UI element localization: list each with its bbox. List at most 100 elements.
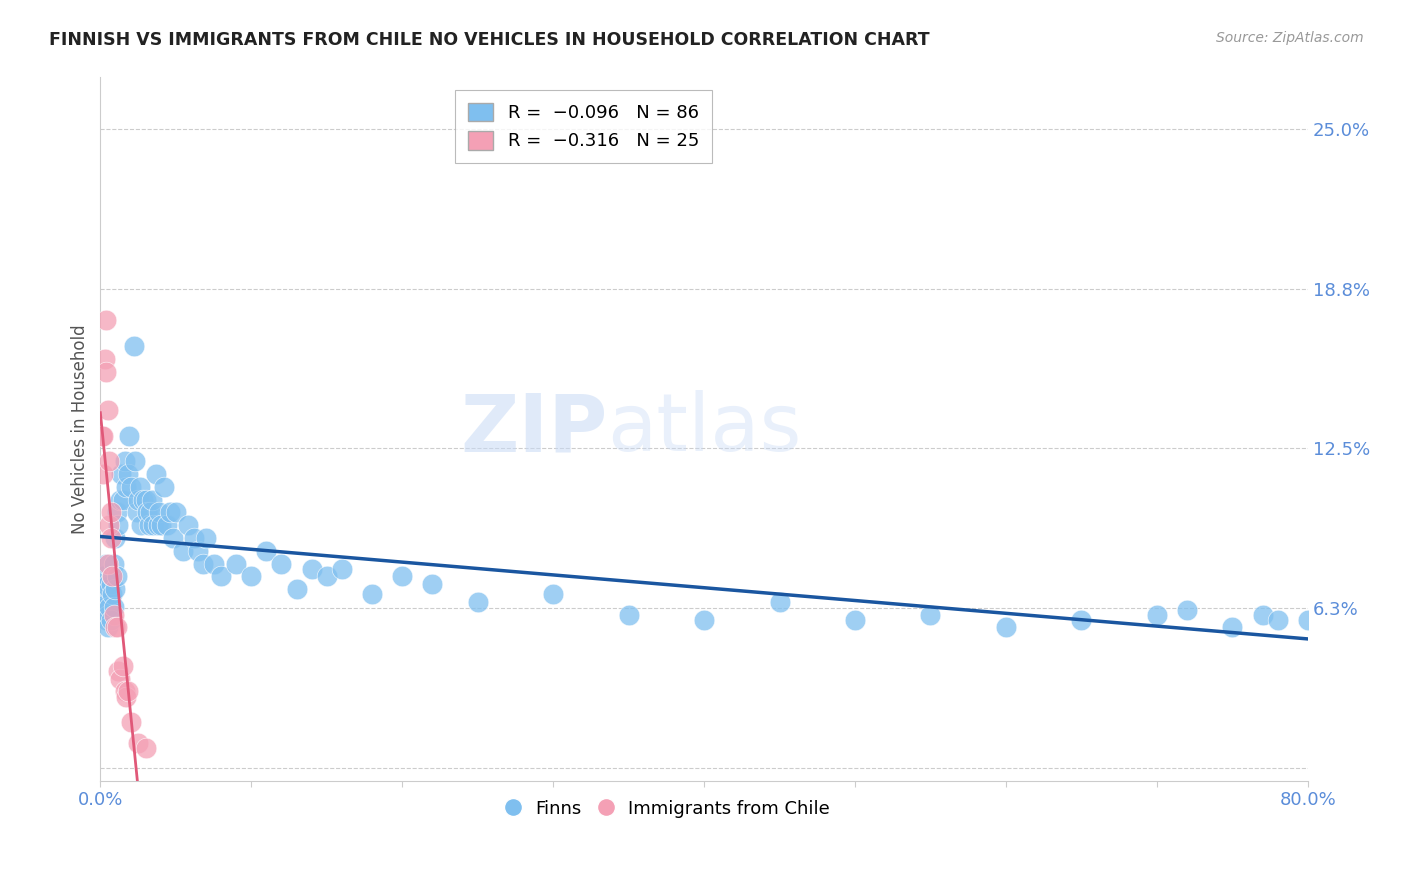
Point (467, 595, 489, 609)
Point (391, 569, 413, 583)
Point (541, 587, 564, 601)
Point (96, 557, 118, 571)
Point (135, 740, 157, 755)
Point (96, 365, 118, 379)
Point (107, 664, 129, 678)
Point (146, 518, 169, 533)
Point (135, 492, 157, 507)
Point (100, 505, 122, 519)
Point (315, 569, 337, 583)
Point (177, 518, 200, 533)
Point (128, 480, 150, 494)
Point (209, 569, 232, 583)
Text: ZIP: ZIP (460, 390, 607, 468)
Point (1146, 607, 1168, 622)
Point (1251, 607, 1274, 622)
Point (138, 518, 160, 533)
Point (97, 557, 120, 571)
Point (98, 582, 121, 596)
Point (98, 600, 121, 615)
Point (98, 518, 121, 533)
Point (111, 658, 134, 673)
Y-axis label: No Vehicles in Household: No Vehicles in Household (72, 325, 89, 534)
Point (191, 557, 214, 571)
Point (1070, 613, 1092, 627)
Point (617, 607, 640, 622)
Point (103, 600, 125, 615)
Point (96, 613, 118, 627)
Point (107, 518, 129, 533)
Point (115, 480, 138, 494)
Point (127, 492, 149, 507)
Point (105, 505, 128, 519)
Point (100, 577, 122, 591)
Point (110, 467, 132, 481)
Point (94, 600, 117, 615)
Point (422, 577, 444, 591)
Point (183, 531, 205, 545)
Point (127, 736, 149, 750)
Point (187, 543, 209, 558)
Point (124, 454, 146, 468)
Point (93, 428, 115, 442)
Point (117, 467, 139, 481)
Point (145, 467, 167, 481)
Point (152, 480, 174, 494)
Point (165, 505, 187, 519)
Point (97, 403, 120, 417)
Point (97, 577, 120, 591)
Point (97, 595, 120, 609)
Point (148, 505, 170, 519)
Legend: Finns, Immigrants from Chile: Finns, Immigrants from Chile (499, 792, 837, 825)
Point (195, 531, 218, 545)
Point (172, 543, 194, 558)
Point (122, 339, 145, 353)
Point (131, 492, 153, 507)
Point (120, 480, 142, 494)
Point (142, 518, 165, 533)
Point (129, 518, 152, 533)
Point (103, 557, 125, 571)
Point (117, 684, 139, 698)
Point (108, 492, 131, 507)
Point (994, 620, 1017, 634)
Point (104, 531, 127, 545)
Point (101, 569, 124, 583)
Point (111, 492, 134, 507)
Point (136, 505, 159, 519)
Point (125, 505, 148, 519)
Point (361, 587, 384, 601)
Point (149, 518, 172, 533)
Point (93, 569, 115, 583)
Point (1267, 613, 1289, 627)
Point (100, 613, 122, 627)
Point (920, 607, 942, 622)
Point (105, 569, 128, 583)
Text: atlas: atlas (607, 390, 801, 468)
Point (118, 428, 141, 442)
Point (156, 518, 179, 533)
Point (270, 557, 292, 571)
Point (139, 505, 162, 519)
Point (120, 715, 142, 730)
Point (101, 569, 124, 583)
Point (301, 561, 323, 575)
Point (844, 613, 866, 627)
Point (97, 620, 120, 634)
Text: FINNISH VS IMMIGRANTS FROM CHILE NO VEHICLES IN HOUSEHOLD CORRELATION CHART: FINNISH VS IMMIGRANTS FROM CHILE NO VEHI… (49, 31, 929, 49)
Point (93, 467, 115, 481)
Point (104, 620, 127, 634)
Point (225, 557, 247, 571)
Point (115, 690, 138, 704)
Point (254, 543, 277, 558)
Point (162, 531, 184, 545)
Point (114, 454, 136, 468)
Point (98, 454, 121, 468)
Point (1220, 620, 1243, 634)
Point (108, 672, 131, 686)
Point (240, 569, 263, 583)
Point (105, 620, 128, 634)
Point (1296, 613, 1319, 627)
Point (285, 582, 308, 596)
Point (96, 313, 118, 327)
